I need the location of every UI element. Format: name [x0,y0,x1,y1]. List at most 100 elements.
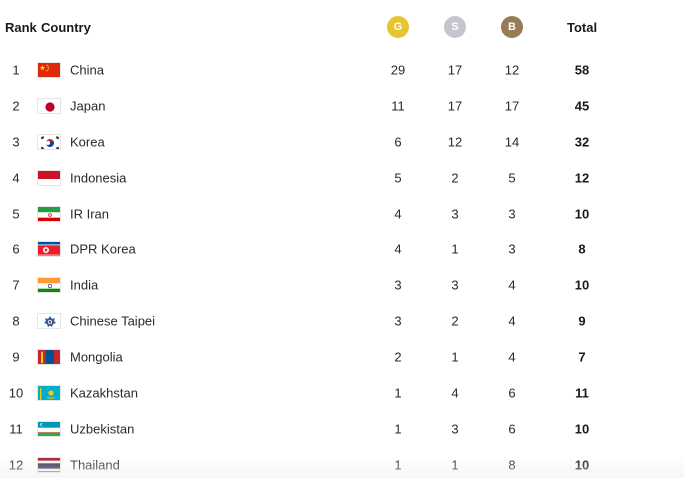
country-name[interactable]: Chinese Taipei [70,313,156,329]
total-count: 11 [575,385,589,401]
table-row[interactable]: 10 Kazakhstan 1 4 6 11 [0,375,684,411]
rank-cell: 11 [9,421,23,437]
country-name[interactable]: China [70,62,104,78]
gold-count: 2 [394,349,402,365]
bronze-count: 17 [504,98,520,114]
gold-count: 6 [394,134,402,150]
country-name[interactable]: Korea [70,134,105,150]
silver-count: 1 [451,241,459,257]
silver-count: 1 [451,349,459,365]
gold-count: 4 [394,241,402,257]
country-name[interactable]: India [70,277,99,293]
kazakhstan-flag-icon [37,384,61,401]
country-column-header[interactable]: Country [41,20,91,35]
table-body: 1 China 29 17 12 58 2 Japan 11 17 17 45 … [0,52,684,478]
table-row[interactable]: 9 Mongolia 2 1 4 7 [0,339,684,375]
table-row[interactable]: 6 DPR Korea 4 1 3 8 [0,231,684,267]
uzbekistan-flag-icon [37,420,61,437]
total-count: 12 [574,170,590,186]
country-name[interactable]: DPR Korea [70,241,136,257]
country-name[interactable]: Uzbekistan [70,421,135,437]
bronze-medal-icon[interactable]: B [501,16,523,38]
rank-cell: 12 [8,457,24,473]
bronze-count: 6 [508,421,516,437]
table-row[interactable]: 4 Indonesia 5 2 5 12 [0,160,684,196]
bronze-count: 14 [504,134,520,150]
total-count: 32 [574,134,590,150]
bronze-count: 3 [508,241,516,257]
thailand-flag-icon [37,456,61,473]
gold-count: 1 [394,457,402,473]
indonesia-flag-icon [37,169,61,186]
rank-cell: 7 [12,277,20,293]
total-count: 58 [574,62,590,78]
india-flag-icon [37,277,61,294]
rank-cell: 4 [12,170,20,186]
country-name[interactable]: Thailand [70,457,120,473]
bronze-count: 8 [508,457,516,473]
rank-column-header[interactable]: Rank [5,20,37,35]
total-count: 10 [574,457,590,473]
table-row[interactable]: 2 Japan 11 17 17 45 [0,88,684,124]
silver-count: 1 [451,457,459,473]
gold-count: 29 [390,62,406,78]
total-column-header[interactable]: Total [567,20,598,35]
dpr-korea-flag-icon [37,241,61,258]
country-name[interactable]: Japan [70,98,106,114]
gold-count: 4 [394,206,402,221]
country-name[interactable]: Kazakhstan [70,385,138,401]
rank-cell: 6 [12,241,20,257]
gold-medal-icon[interactable]: G [387,16,409,38]
silver-count: 17 [447,98,463,114]
bronze-count: 3 [508,206,516,221]
silver-count: 4 [451,385,459,401]
table-row[interactable]: 12 Thailand 1 1 8 10 [0,447,684,478]
rank-cell: 10 [8,385,24,401]
bronze-count: 4 [508,313,516,329]
table-row[interactable]: 1 China 29 17 12 58 [0,52,684,88]
gold-count: 1 [394,421,402,437]
iran-flag-icon [37,205,61,222]
table-row[interactable]: 5 IR Iran 4 3 3 10 [0,196,684,232]
rank-cell: 8 [12,313,20,329]
rank-cell: 3 [12,134,20,150]
table-row[interactable]: 8 Chinese Taipei 3 2 4 9 [0,303,684,339]
korea-flag-icon [37,133,61,150]
silver-count: 3 [451,206,459,221]
total-count: 9 [578,313,586,329]
silver-count: 3 [451,277,459,293]
bronze-count: 5 [508,170,516,186]
china-flag-icon [37,61,61,78]
total-count: 10 [574,421,590,437]
rank-cell: 5 [12,206,20,221]
silver-medal-icon[interactable]: S [444,16,466,38]
rank-cell: 9 [12,349,20,365]
table-row[interactable]: 3 Korea 6 12 14 32 [0,124,684,160]
total-count: 7 [578,349,586,365]
silver-count: 12 [447,134,463,150]
bronze-count: 4 [508,349,516,365]
gold-count: 3 [394,277,402,293]
mongolia-flag-icon [37,349,61,366]
country-name[interactable]: IR Iran [70,206,110,221]
gold-count: 5 [394,170,402,186]
silver-count: 2 [451,313,459,329]
country-name[interactable]: Indonesia [70,170,127,186]
bronze-count: 12 [504,62,520,78]
gold-count: 11 [391,98,405,114]
silver-count: 17 [447,62,463,78]
bronze-count: 6 [508,385,516,401]
silver-count: 3 [451,421,459,437]
total-count: 10 [574,277,590,293]
table-row[interactable]: 11 Uzbekistan 1 3 6 10 [0,411,684,447]
bronze-count: 4 [508,277,516,293]
rank-cell: 1 [12,62,20,78]
table-row[interactable]: 7 India 3 3 4 10 [0,267,684,303]
gold-count: 3 [394,313,402,329]
total-count: 45 [574,98,590,114]
chinese-taipei-flag-icon [37,313,61,330]
silver-count: 2 [451,170,459,186]
total-count: 10 [574,206,590,221]
country-name[interactable]: Mongolia [70,349,123,365]
